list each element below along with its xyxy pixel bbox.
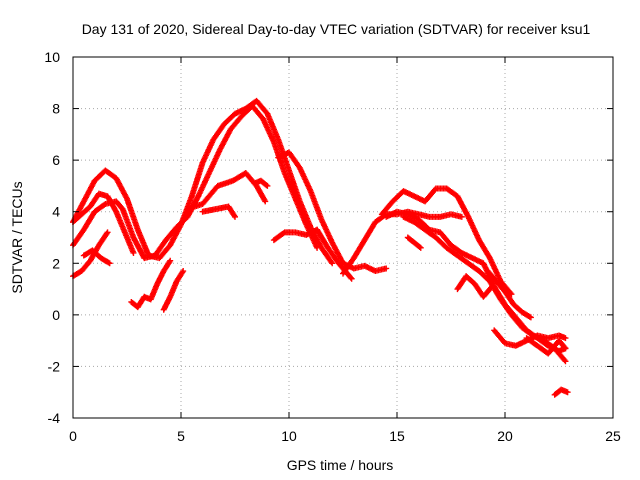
series-track-20	[484, 268, 534, 321]
chart-title: Day 131 of 2020, Sidereal Day-to-day VTE…	[82, 21, 591, 37]
y-tick-label: -2	[48, 358, 61, 374]
data-point	[561, 357, 568, 364]
data-point	[328, 258, 335, 265]
series-track-5	[80, 247, 113, 267]
data-point	[562, 345, 569, 352]
data-point	[417, 244, 424, 251]
data-point	[105, 259, 112, 266]
data-point	[232, 213, 238, 220]
data-point	[101, 201, 108, 208]
y-tick-label: 6	[52, 152, 60, 168]
y-tick-label: -4	[48, 410, 61, 426]
x-tick-label: 5	[177, 428, 185, 444]
series-track-11	[275, 149, 390, 275]
series-track-6	[128, 257, 174, 311]
data-point	[329, 260, 336, 267]
data-point	[231, 212, 238, 219]
data-point	[166, 258, 173, 265]
x-tick-label: 15	[389, 428, 405, 444]
data-point	[264, 182, 271, 189]
data-point	[262, 198, 269, 205]
data-point	[314, 244, 321, 251]
data-points	[70, 97, 571, 398]
series-track-2	[70, 102, 321, 262]
data-point	[348, 275, 355, 282]
data-point	[562, 358, 569, 365]
data-point	[104, 229, 111, 236]
data-point	[106, 260, 113, 267]
data-point	[103, 230, 110, 237]
x-tick-label: 10	[281, 428, 297, 444]
y-axis-label: SDTVAR / TECUs	[9, 181, 25, 293]
data-point	[526, 313, 533, 320]
x-tick-label: 25	[605, 428, 621, 444]
series-track-17	[400, 213, 569, 365]
grid	[73, 57, 613, 418]
data-point	[527, 314, 534, 321]
data-point	[130, 249, 137, 256]
plot-frame	[72, 56, 614, 419]
y-tick-label: 2	[52, 255, 60, 271]
data-point	[416, 243, 423, 250]
series-track-22	[523, 335, 569, 357]
y-tick-label: 10	[44, 49, 60, 65]
series-track-15	[378, 185, 515, 298]
series-track-3	[70, 190, 137, 256]
data-point	[561, 344, 568, 351]
x-axis-label: GPS time / hours	[287, 457, 394, 473]
series-track-13	[314, 226, 355, 282]
data-point	[167, 257, 174, 264]
series-track-14	[340, 208, 465, 277]
y-tick-label: 4	[52, 204, 60, 220]
data-point	[562, 335, 569, 342]
series-track-10	[251, 177, 271, 189]
x-tick-label: 20	[497, 428, 513, 444]
series-track-9	[199, 203, 238, 220]
data-point	[280, 230, 287, 237]
series-track-19	[454, 273, 496, 300]
data-point	[488, 284, 495, 291]
data-point	[261, 197, 268, 204]
data-point	[347, 274, 354, 281]
data-point	[180, 268, 187, 275]
series-track-21	[491, 327, 569, 349]
data-point	[263, 182, 270, 189]
data-point	[489, 283, 496, 290]
data-point	[458, 213, 465, 220]
series-track-18	[404, 234, 424, 251]
x-tick-label: 0	[69, 428, 77, 444]
y-tick-label: 0	[52, 307, 60, 323]
axis-ticks: 0 5 10 15 20 25 -4 -2 0 2 4 6 8 10	[44, 49, 621, 444]
data-point	[383, 265, 390, 272]
data-point	[564, 389, 571, 396]
series-track-7	[160, 268, 187, 313]
data-point	[179, 269, 186, 276]
series-track-23	[551, 386, 571, 398]
series-track-8	[184, 170, 269, 213]
y-tick-label: 8	[52, 101, 60, 117]
